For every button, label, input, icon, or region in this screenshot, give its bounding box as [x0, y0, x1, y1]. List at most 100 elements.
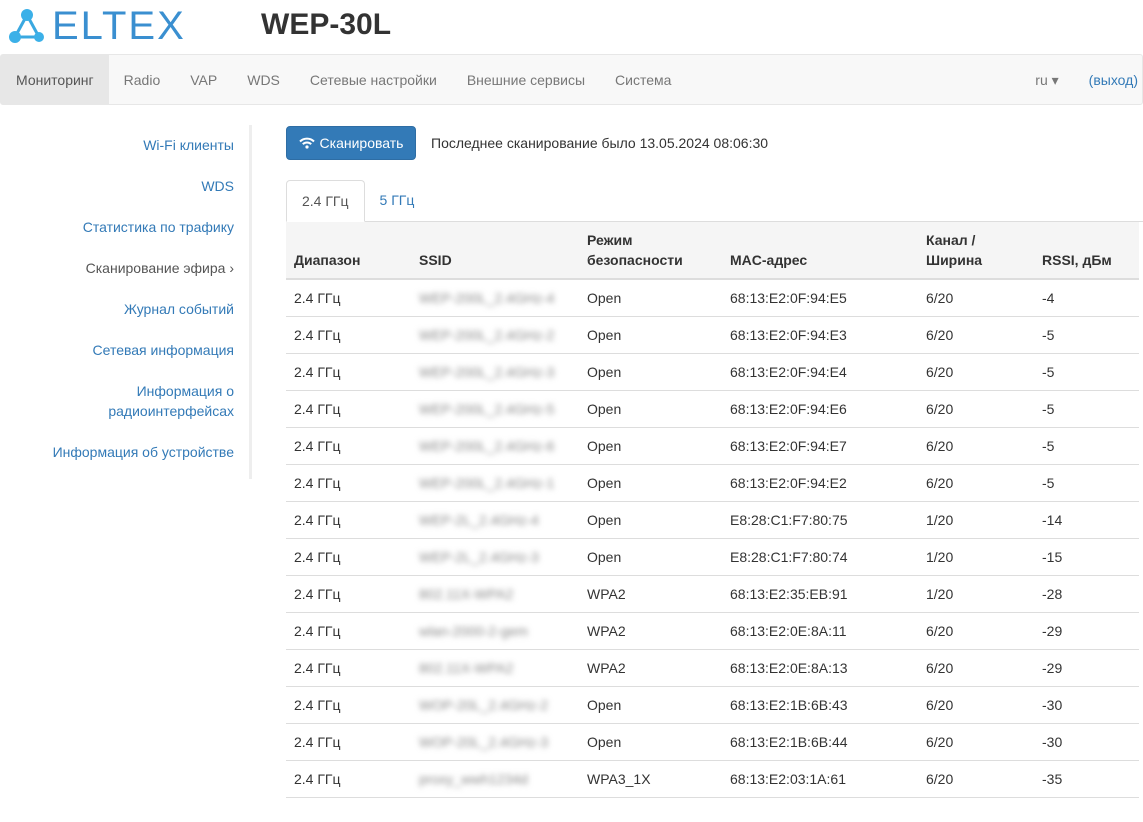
band-cell: 2.4 ГГц [286, 501, 411, 539]
ssid-cell: wlan-2000-2-gem [411, 612, 579, 650]
sidebar-item-event-log[interactable]: Журнал событий [123, 301, 234, 317]
mac-cell: 68:13:E2:0F:94:E2 [722, 464, 918, 502]
security-cell: Open [579, 279, 722, 317]
band-cell: 2.4 ГГц [286, 279, 411, 317]
table-row: 2.4 ГГц wlan-2000-2-gem WPA2 68:13:E2:0E:8A… [286, 612, 1139, 650]
band-cell: 2.4 ГГц [286, 316, 411, 354]
nav-network-settings[interactable]: Сетевые настройки [309, 72, 437, 88]
rssi-cell: -5 [1034, 353, 1139, 391]
column-header: Диапазон [286, 222, 411, 280]
security-cell: Open [579, 316, 722, 354]
ssid-cell: WEP-200L_2.4GHz-2 [411, 316, 579, 354]
mac-cell: E8:28:C1:F7:80:74 [722, 538, 918, 576]
nav-wds[interactable]: WDS [247, 72, 280, 88]
security-cell: Open [579, 501, 722, 539]
sidebar-item-wifi-clients[interactable]: Wi-Fi клиенты [143, 137, 234, 153]
table-row: 2.4 ГГц WEP-200L_2.4GHz-2 Open 68:13:E2:0F:… [286, 316, 1139, 354]
sidebar-item-air-scan[interactable]: Сканирование эфира › [85, 260, 234, 276]
band-cell: 2.4 ГГц [286, 353, 411, 391]
band-cell: 2.4 ГГц [286, 760, 411, 798]
ssid-cell: WEP-200L_2.4GHz-5 [411, 390, 579, 428]
table-row: 2.4 ГГц proxy_wwh1234d WPA3_1X 68:13:E2:03:… [286, 760, 1139, 798]
channel-cell: 6/20 [918, 760, 1034, 798]
security-cell: Open [579, 427, 722, 465]
channel-cell: 1/20 [918, 501, 1034, 539]
wifi-icon [298, 137, 315, 149]
mac-cell: 68:13:E2:0F:94:E4 [722, 353, 918, 391]
ssid-cell: WEP-200L_2.4GHz-4 [411, 279, 579, 317]
nav-radio[interactable]: Radio [123, 72, 161, 88]
last-scan-text: Последнее сканирование было 13.05.2024 0… [431, 135, 769, 151]
band-cell: 2.4 ГГц [286, 575, 411, 613]
rssi-cell: -14 [1034, 501, 1139, 539]
security-cell: WPA2 [579, 575, 722, 613]
mac-cell: 68:13:E2:35:EB:91 [722, 575, 918, 613]
sidebar-item-device-info[interactable]: Информация об устройстве [52, 444, 234, 460]
rssi-cell: -29 [1034, 612, 1139, 650]
mac-cell: 68:13:E2:0F:94:E5 [722, 279, 918, 317]
rssi-cell: -28 [1034, 575, 1139, 613]
band-cell: 2.4 ГГц [286, 723, 411, 761]
security-cell: WPA2 [579, 649, 722, 687]
rssi-cell: -30 [1034, 686, 1139, 724]
logo-text: ELTEX [52, 3, 186, 48]
ssid-cell: 802.11X-WPA2 [411, 575, 579, 613]
nav-external-services[interactable]: Внешние сервисы [466, 72, 586, 88]
channel-cell: 6/20 [918, 279, 1034, 317]
security-cell: Open [579, 686, 722, 724]
scan-button[interactable]: Сканировать [286, 126, 416, 160]
logout-link[interactable]: (выход) [1088, 72, 1138, 88]
mac-cell: 68:13:E2:0F:94:E3 [722, 316, 918, 354]
table-row: 2.4 ГГц WEP-200L_2.4GHz-4 Open 68:13:E2:0F:… [286, 279, 1139, 317]
rssi-cell: -5 [1034, 390, 1139, 428]
nav-monitoring[interactable]: Мониторинг [1, 55, 109, 104]
nav-vap[interactable]: VAP [190, 72, 218, 88]
ssid-cell: WOP-20L_2.4GHz-2 [411, 686, 579, 724]
column-header: MAC-адрес [722, 222, 918, 280]
nav-system[interactable]: Система [615, 72, 672, 88]
logo-icon [9, 9, 44, 43]
mac-cell: 68:13:E2:0F:94:E6 [722, 390, 918, 428]
tab-5ghz[interactable]: 5 ГГц [379, 192, 415, 208]
mac-cell: 68:13:E2:0E:8A:11 [722, 612, 918, 650]
scan-results-table: Диапазон SSID Режим безопасности MAC-адрес К… [286, 222, 1139, 798]
band-cell: 2.4 ГГц [286, 390, 411, 428]
sidebar: Wi-Fi клиенты WDS Статистика по трафику … [0, 125, 252, 479]
band-cell: 2.4 ГГц [286, 686, 411, 724]
security-cell: Open [579, 723, 722, 761]
sidebar-item-network-info[interactable]: Сетевая информация [92, 342, 234, 358]
mac-cell: 68:13:E2:1B:6B:43 [722, 686, 918, 724]
ssid-cell: 802.11X-WPA2 [411, 649, 579, 687]
band-cell: 2.4 ГГц [286, 464, 411, 502]
sidebar-item-traffic-stats[interactable]: Статистика по трафику [82, 219, 234, 235]
table-row: 2.4 ГГц WEP-2L_2.4GHz-4 Open E8:28:C1:F7:80… [286, 501, 1139, 539]
security-cell: Open [579, 464, 722, 502]
channel-cell: 6/20 [918, 390, 1034, 428]
channel-cell: 6/20 [918, 723, 1034, 761]
ssid-cell: WEP-2L_2.4GHz-3 [411, 538, 579, 576]
security-cell: WPA3_1X [579, 760, 722, 798]
table-row: 2.4 ГГц WOP-20L_2.4GHz-2 Open 68:13:E2:1B:6… [286, 686, 1139, 724]
sidebar-item-radio-info[interactable]: Информация о радиоинтерфейсах [108, 383, 234, 419]
column-header: SSID [411, 222, 579, 280]
sidebar-item-wds[interactable]: WDS [201, 178, 234, 194]
device-title: WEP-30L [261, 8, 392, 41]
security-cell: Open [579, 353, 722, 391]
table-row: 2.4 ГГц WEP-2L_2.4GHz-3 Open E8:28:C1:F7:80… [286, 538, 1139, 576]
eltex-logo: ELTEX [8, 3, 186, 48]
channel-cell: 6/20 [918, 316, 1034, 354]
table-row: 2.4 ГГц WEP-200L_2.4GHz-3 Open 68:13:E2:0F:… [286, 353, 1139, 391]
language-dropdown[interactable]: ru ▾ [1020, 55, 1073, 104]
band-cell: 2.4 ГГц [286, 538, 411, 576]
channel-cell: 6/20 [918, 464, 1034, 502]
table-row: 2.4 ГГц WEP-200L_2.4GHz-6 Open 68:13:E2:0F:… [286, 427, 1139, 465]
channel-cell: 1/20 [918, 538, 1034, 576]
table-row: 2.4 ГГц WEP-200L_2.4GHz-5 Open 68:13:E2:0F:… [286, 390, 1139, 428]
tab-2-4ghz[interactable]: 2.4 ГГц [286, 180, 365, 222]
rssi-cell: -5 [1034, 316, 1139, 354]
mac-cell: E8:28:C1:F7:80:75 [722, 501, 918, 539]
channel-cell: 6/20 [918, 353, 1034, 391]
language-label: ru [1035, 72, 1048, 88]
ssid-cell: proxy_wwh1234d [411, 760, 579, 798]
column-header: Режим безопасности [579, 222, 722, 280]
